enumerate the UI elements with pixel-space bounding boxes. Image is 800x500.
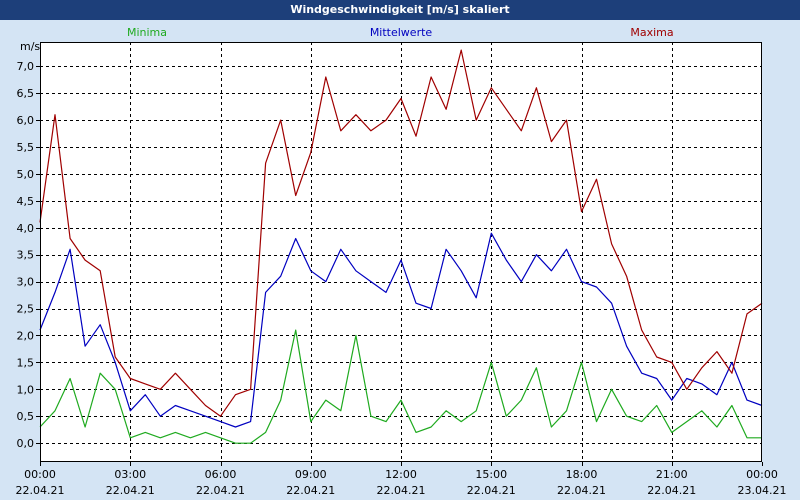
x-tick-date-0: 22.04.21 xyxy=(16,484,65,497)
y-tick-label-7: 3,5 xyxy=(17,249,35,262)
x-tick-time-2: 06:00 xyxy=(205,468,237,481)
y-tick-label-0: 0,0 xyxy=(17,437,35,450)
x-tick-time-0: 00:00 xyxy=(24,468,56,481)
y-tick-label-11: 5,5 xyxy=(17,141,35,154)
axes-frame xyxy=(40,42,762,462)
x-tick-time-6: 18:00 xyxy=(566,468,598,481)
legend-mittelwerte: Mittelwerte xyxy=(370,26,433,39)
series-line-minima xyxy=(39,329,762,444)
y-tick-label-3: 1,5 xyxy=(17,356,35,369)
x-tick-date-7: 22.04.21 xyxy=(647,484,696,497)
x-tick-date-1: 22.04.21 xyxy=(106,484,155,497)
x-tick-time-3: 09:00 xyxy=(295,468,327,481)
chart-title: Windgeschwindigkeit [m/s] skaliert xyxy=(0,0,800,20)
x-tick-time-7: 21:00 xyxy=(656,468,688,481)
y-tick-label-14: 7,0 xyxy=(17,60,35,73)
y-tick-label-2: 1,0 xyxy=(17,383,35,396)
y-tick-label-10: 5,0 xyxy=(17,168,35,181)
y-axis-label: m/s xyxy=(20,40,40,53)
grid-lines xyxy=(40,42,762,462)
x-tick-time-4: 12:00 xyxy=(385,468,417,481)
legend-maxima: Maxima xyxy=(630,26,673,39)
x-tick-date-5: 22.04.21 xyxy=(467,484,516,497)
x-axis-ticks: 00:00 22.04.21 03:00 22.04.21 06:00 22.04.21 0… xyxy=(16,462,787,497)
y-tick-label-5: 2,5 xyxy=(17,303,35,316)
x-tick-time-1: 03:00 xyxy=(114,468,146,481)
x-tick-date-4: 22.04.21 xyxy=(377,484,426,497)
x-tick-date-3: 22.04.21 xyxy=(286,484,335,497)
y-tick-label-6: 3,0 xyxy=(17,276,35,289)
x-tick-time-5: 15:00 xyxy=(475,468,507,481)
series-layer xyxy=(39,49,763,444)
x-tick-date-6: 22.04.21 xyxy=(557,484,606,497)
plot-border xyxy=(40,42,762,462)
x-tick-time-8: 00:00 xyxy=(746,468,778,481)
y-tick-label-12: 6,0 xyxy=(17,114,35,127)
y-tick-label-9: 4,5 xyxy=(17,195,35,208)
x-tick-date-8: 23.04.21 xyxy=(738,484,787,497)
y-tick-label-4: 2,0 xyxy=(17,329,35,342)
legend-minima: Minima xyxy=(127,26,167,39)
y-axis-ticks: 0,0 0,5 1,0 1,5 2,0 2,5 3,0 3,5 4,0 4,5 5,0 5,5 6,0 6… xyxy=(17,60,40,450)
series-line-mittelwerte xyxy=(39,232,763,428)
series-line-maxima xyxy=(39,49,763,417)
y-tick-label-8: 4,0 xyxy=(17,222,35,235)
y-tick-label-13: 6,5 xyxy=(17,87,35,100)
x-tick-date-2: 22.04.21 xyxy=(196,484,245,497)
y-tick-label-1: 0,5 xyxy=(17,410,35,423)
